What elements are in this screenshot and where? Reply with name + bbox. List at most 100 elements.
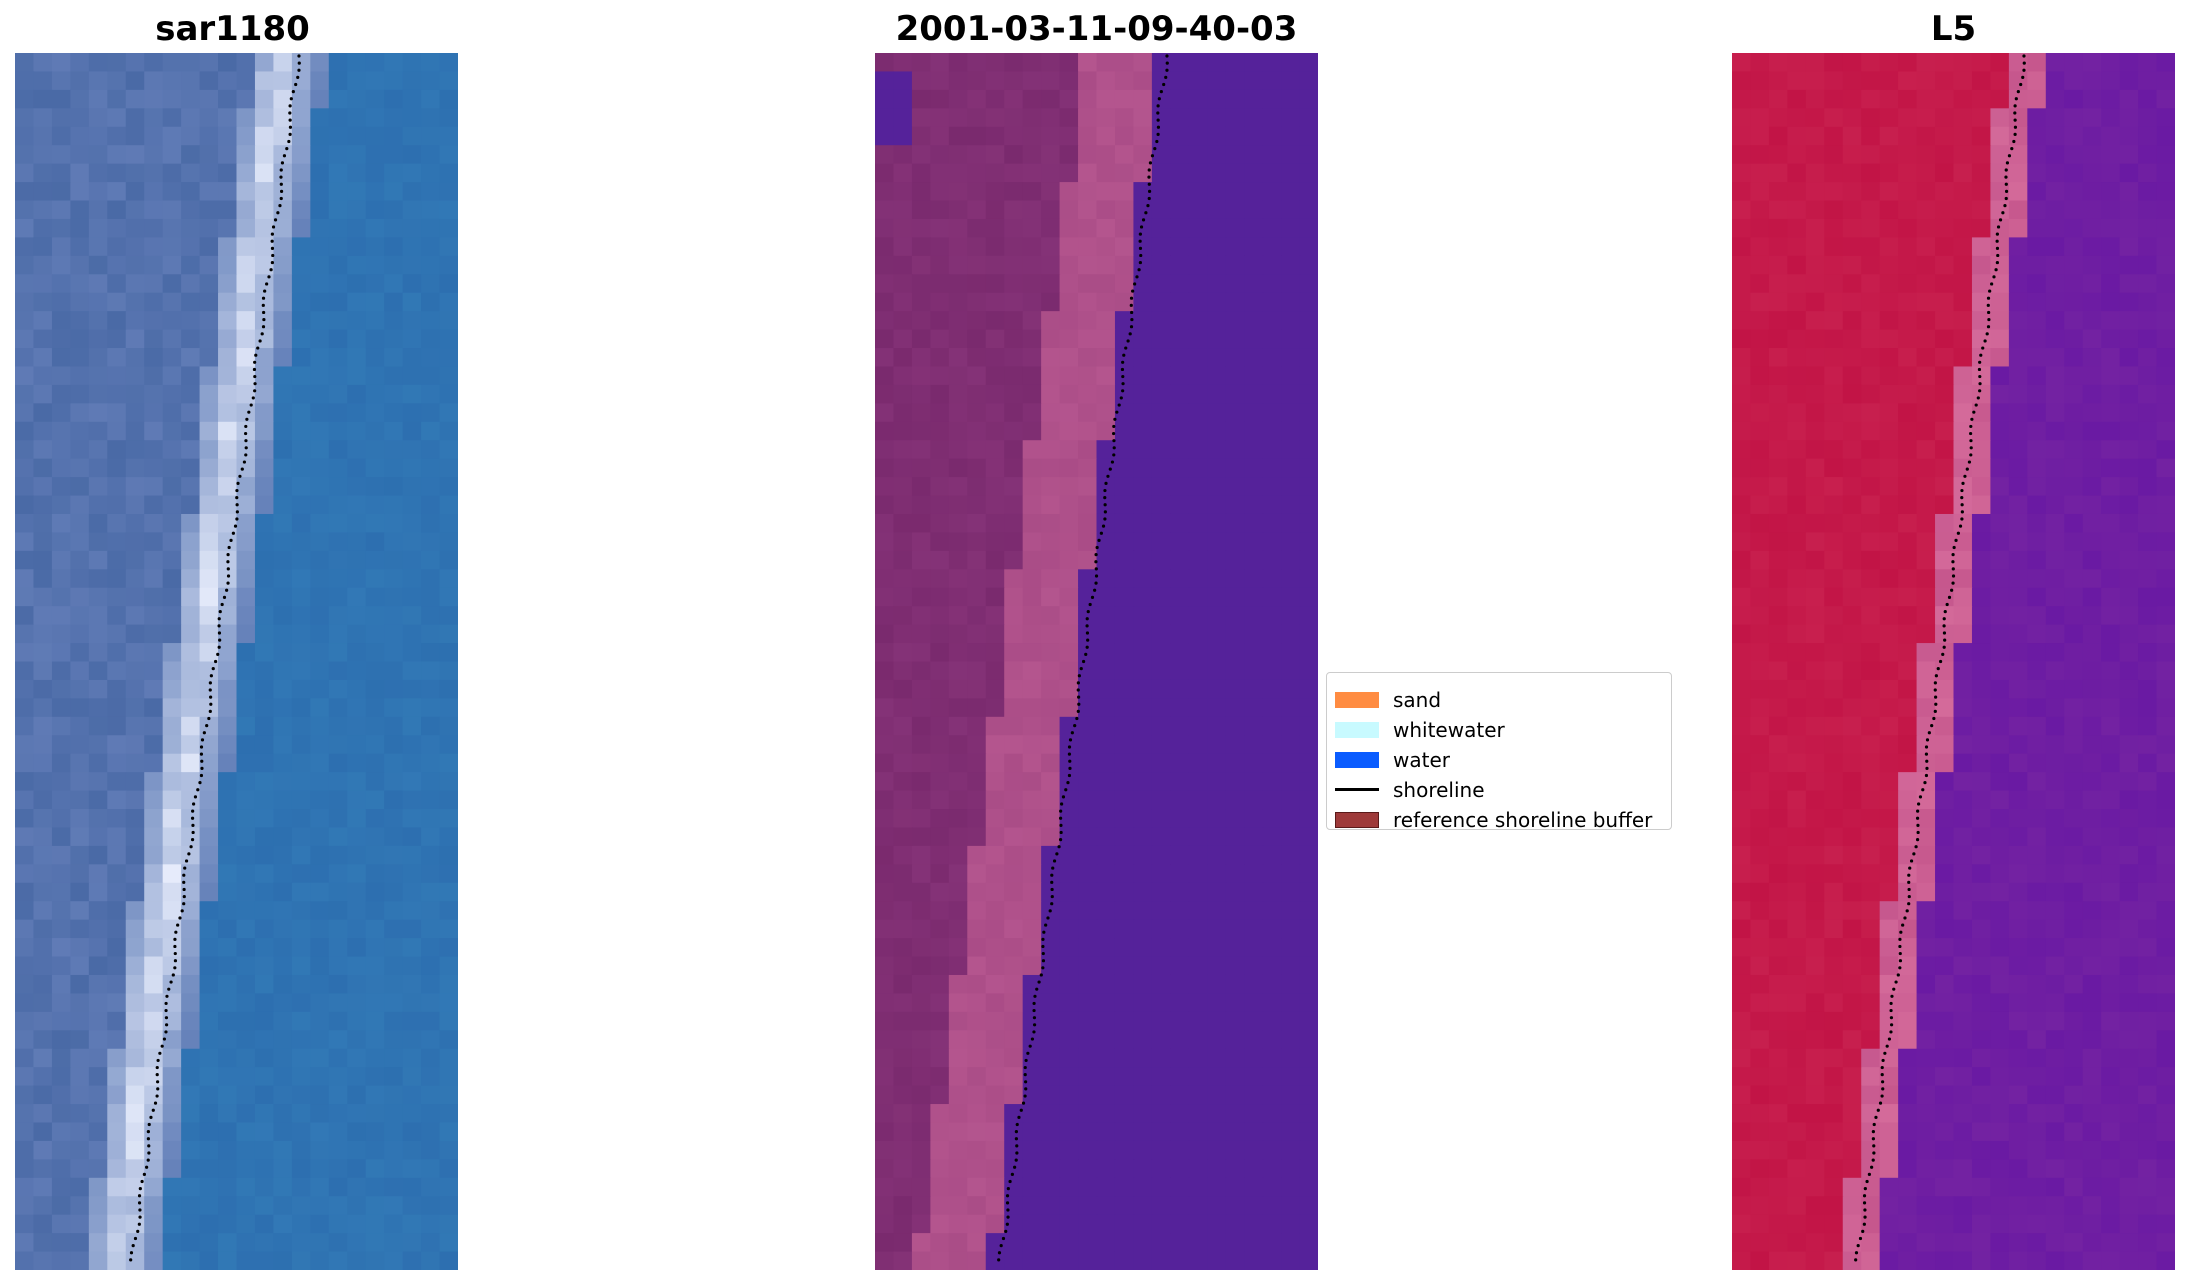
shoreline-point (244, 431, 248, 436)
shoreline-point (1881, 1087, 1885, 1091)
shoreline-point (129, 1251, 134, 1255)
shoreline-point (1059, 830, 1063, 835)
shoreline-point (200, 759, 204, 763)
shoreline-point (997, 1251, 1002, 1255)
shoreline-point (1129, 325, 1134, 329)
shoreline-point (1126, 339, 1130, 343)
shoreline-point (182, 880, 186, 884)
shoreline-point (146, 1130, 150, 1134)
shoreline-point (164, 1023, 169, 1027)
shoreline-point (244, 446, 248, 450)
shoreline-point (252, 367, 257, 372)
shoreline-point (1094, 574, 1099, 578)
shoreline-point (1094, 567, 1098, 571)
water-swatch-icon (1335, 752, 1379, 768)
shoreline-point (1110, 460, 1115, 464)
shoreline-point (1956, 531, 1960, 535)
shoreline-point (1970, 417, 1974, 421)
shoreline-point (276, 211, 280, 215)
shoreline-point (1883, 1051, 1887, 1055)
shoreline-point (1921, 788, 1925, 792)
shoreline-point (2014, 97, 2018, 101)
shoreline-point (1915, 816, 1920, 820)
classification-image-panel (875, 53, 1318, 1270)
shoreline-point (1916, 830, 1920, 835)
shoreline-point (189, 845, 193, 849)
shoreline-point (1137, 268, 1141, 272)
shoreline-point (1907, 887, 1911, 892)
shoreline-point (279, 196, 283, 201)
shoreline-point (156, 1080, 160, 1084)
shoreline-point (1862, 1201, 1867, 1205)
shoreline-point (1863, 1187, 1867, 1191)
shoreline-point (2005, 161, 2010, 165)
shoreline-point (1889, 1023, 1894, 1027)
shoreline-point (1147, 189, 1152, 193)
shoreline-point (1862, 1222, 1866, 1226)
shoreline-point (1942, 617, 1946, 621)
shoreline-point (278, 203, 282, 208)
shoreline-point (1898, 944, 1902, 949)
shoreline-point (220, 602, 224, 607)
shoreline-point (1106, 474, 1110, 478)
shoreline-point (1916, 823, 1920, 827)
shoreline-point (1068, 759, 1072, 763)
legend-label: water (1393, 748, 1450, 772)
shoreline-point (153, 1101, 158, 1105)
shoreline-point (147, 1144, 151, 1148)
shoreline-point (1961, 481, 1965, 486)
shoreline-point (137, 1194, 142, 1198)
shoreline-point (1023, 1094, 1027, 1098)
shoreline-point (1872, 1122, 1876, 1127)
shoreline-point (260, 332, 264, 336)
shoreline-point (1067, 752, 1072, 756)
shoreline-point (145, 1165, 149, 1169)
shoreline-point (1951, 581, 1955, 585)
shoreline-point (164, 1030, 168, 1034)
shoreline-point (1044, 923, 1048, 927)
shoreline-point (235, 496, 239, 500)
shoreline-point (208, 709, 212, 713)
shoreline-point (261, 296, 266, 300)
shoreline-point (129, 1258, 133, 1262)
shoreline-point (1017, 1115, 1021, 1120)
shoreline-point (1863, 1208, 1867, 1212)
shoreline-point (265, 282, 269, 286)
shoreline-point (288, 125, 293, 129)
shoreline-point (1153, 147, 1157, 151)
sand-swatch-icon (1335, 692, 1379, 708)
shoreline-point (1023, 1065, 1027, 1070)
shoreline-point (1898, 937, 1902, 941)
shoreline-point (155, 1073, 159, 1077)
shoreline-point (1986, 303, 1990, 307)
shoreline-point (282, 154, 287, 158)
shoreline-point (191, 823, 195, 827)
shoreline-point (199, 752, 204, 756)
legend-label: shoreline (1393, 778, 1485, 802)
shoreline-point (1014, 1137, 1018, 1141)
shoreline-point (2022, 54, 2026, 58)
shoreline-point (1903, 916, 1907, 920)
shoreline-point (2004, 189, 2009, 193)
shoreline-point (1084, 652, 1088, 656)
shoreline-point (174, 930, 178, 934)
shoreline-point (1051, 866, 1055, 870)
shoreline-point (1088, 602, 1092, 607)
shoreline-point (288, 118, 292, 122)
shoreline-point (236, 481, 240, 486)
shoreline-point (1058, 837, 1063, 842)
shoreline-point (137, 1222, 141, 1226)
shoreline-point (191, 830, 195, 835)
shoreline-point (288, 104, 292, 108)
shoreline-point (1032, 1008, 1036, 1013)
shoreline-point (173, 966, 177, 970)
shoreline-point (997, 1258, 1001, 1262)
shoreline-point (2019, 82, 2023, 87)
shoreline-point (167, 987, 171, 991)
shoreline-point (1050, 887, 1054, 892)
shoreline-point (1996, 225, 2001, 229)
shoreline-point (225, 588, 229, 592)
shoreline-point (226, 553, 230, 557)
shoreline-point (178, 916, 182, 920)
shoreline-point (191, 809, 195, 813)
